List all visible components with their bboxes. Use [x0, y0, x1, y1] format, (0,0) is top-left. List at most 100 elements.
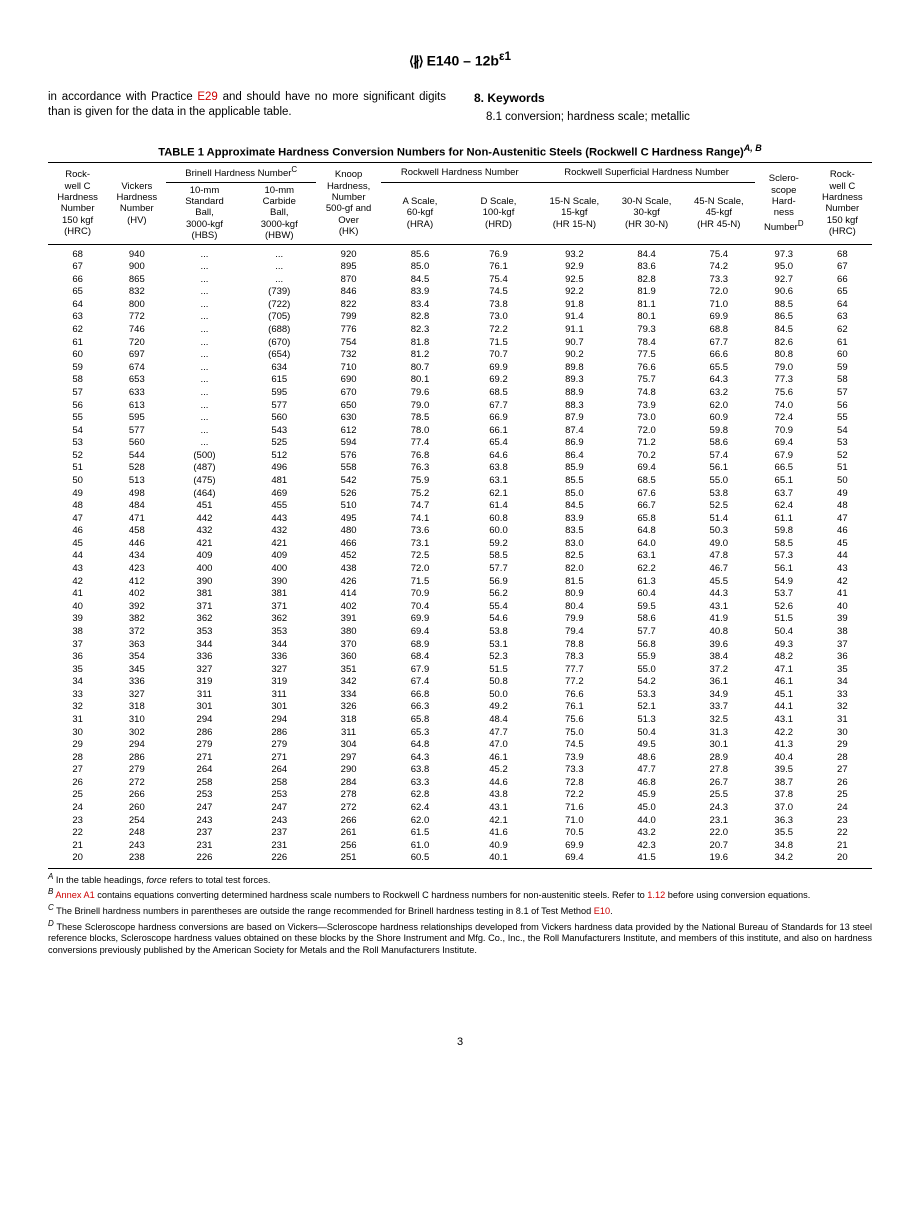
table-cell: 55 [813, 412, 872, 425]
table-cell: 76.6 [610, 361, 682, 374]
table-cell: 697 [107, 349, 166, 362]
table-cell: 81.5 [538, 575, 610, 588]
table-cell: 39 [48, 613, 107, 626]
table-cell: 76.1 [459, 261, 539, 274]
table-cell: 56 [48, 399, 107, 412]
table-row: 2124323123125661.040.969.942.320.734.821 [48, 839, 872, 852]
designation-sup: ε1 [499, 50, 511, 63]
table-cell: 66.6 [683, 349, 755, 362]
col-hrd: D Scale,100-kgf(HRD) [459, 182, 539, 244]
table-cell: 272 [316, 802, 381, 815]
e10-link[interactable]: E10 [594, 906, 610, 916]
table-cell: 52.6 [755, 600, 813, 613]
table-cell: 226 [166, 852, 242, 869]
table-cell: 525 [243, 437, 316, 450]
table-cell: 78.0 [381, 424, 459, 437]
table-cell: 73.3 [538, 764, 610, 777]
table-cell: 68.9 [381, 638, 459, 651]
table-cell: 30 [48, 726, 107, 739]
table-cell: 88.5 [755, 298, 813, 311]
table-cell: 362 [243, 613, 316, 626]
table-cell: 82.8 [610, 273, 682, 286]
table-cell: 82.0 [538, 563, 610, 576]
table-cell: 266 [316, 814, 381, 827]
table-cell: 87.4 [538, 424, 610, 437]
table-cell: 60.0 [459, 525, 539, 538]
table-cell: 372 [107, 625, 166, 638]
table-cell: 360 [316, 651, 381, 664]
table-cell: 243 [166, 814, 242, 827]
table-cell: 484 [107, 500, 166, 513]
table-cell: 458 [107, 525, 166, 538]
table-cell: 62.0 [381, 814, 459, 827]
table-cell: 69.9 [538, 839, 610, 852]
table-cell: 446 [107, 537, 166, 550]
table-cell: 69.9 [381, 613, 459, 626]
table-cell: 73.3 [683, 273, 755, 286]
table-cell: 23.1 [683, 814, 755, 827]
table-cell: 47 [48, 512, 107, 525]
table-cell: 23 [813, 814, 872, 827]
table-cell: ... [166, 324, 242, 337]
table-cell: 48.6 [610, 751, 682, 764]
table-cell: 438 [316, 563, 381, 576]
table-cell: 51.5 [755, 613, 813, 626]
table-cell: 20.7 [683, 839, 755, 852]
table-cell: 57 [813, 386, 872, 399]
table-cell: 58 [48, 374, 107, 387]
table-cell: 51 [813, 462, 872, 475]
table-cell: 64.0 [610, 537, 682, 550]
table-cell: 91.4 [538, 311, 610, 324]
table-cell: 746 [107, 324, 166, 337]
table-cell: 64 [813, 298, 872, 311]
table-cell: 284 [316, 776, 381, 789]
table-cell: 226 [243, 852, 316, 869]
table-cell: 85.0 [381, 261, 459, 274]
table-cell: 54 [48, 424, 107, 437]
col-hrc2: Rock-well CHardnessNumber150 kgf(HRC) [813, 163, 872, 245]
table-row: 56613...57765079.067.788.373.962.074.056 [48, 399, 872, 412]
table-cell: 56.1 [683, 462, 755, 475]
table-cell: 336 [166, 651, 242, 664]
table-cell: 74.7 [381, 500, 459, 513]
table-cell: 248 [107, 827, 166, 840]
table-cell: 327 [107, 688, 166, 701]
table-cell: 412 [107, 575, 166, 588]
table-cell: 73.8 [459, 298, 539, 311]
table-cell: 46.1 [755, 676, 813, 689]
table-cell: 41.3 [755, 739, 813, 752]
table-cell: 940 [107, 244, 166, 261]
table-cell: 74.8 [610, 386, 682, 399]
table-cell: 58.5 [755, 537, 813, 550]
table-cell: 76.3 [381, 462, 459, 475]
table-cell: ... [243, 244, 316, 261]
table-row: 49498(464)46952675.262.185.067.653.863.7… [48, 487, 872, 500]
table-cell: 595 [107, 412, 166, 425]
table-row: 2224823723726161.541.670.543.222.035.522 [48, 827, 872, 840]
table-cell: 35 [813, 663, 872, 676]
table-cell: 67.4 [381, 676, 459, 689]
footnote-a: A In the table headings, force refers to… [48, 872, 872, 887]
table-cell: 54 [813, 424, 872, 437]
table-cell: 41 [813, 588, 872, 601]
table-cell: 77.5 [610, 349, 682, 362]
table-cell: 421 [166, 537, 242, 550]
table-row: 4039237137140270.455.480.459.543.152.640 [48, 600, 872, 613]
table-cell: 846 [316, 286, 381, 299]
table-cell: 409 [243, 550, 316, 563]
table-cell: 513 [107, 475, 166, 488]
table-cell: 59 [813, 361, 872, 374]
table-cell: 47.1 [755, 663, 813, 676]
table-cell: 45.9 [610, 789, 682, 802]
practice-link[interactable]: E29 [197, 91, 217, 103]
table-cell: 49 [48, 487, 107, 500]
annex-link[interactable]: Annex A1 [55, 891, 94, 901]
intro-right: 8. Keywords 8.1 conversion; hardness sca… [474, 90, 872, 126]
table-cell: 49.3 [755, 638, 813, 651]
table-cell: 50.4 [610, 726, 682, 739]
table-cell: 77.7 [538, 663, 610, 676]
ref-link[interactable]: 1.12 [647, 891, 665, 901]
table-row: 50513(475)48154275.963.185.568.555.065.1… [48, 475, 872, 488]
table-cell: 43.8 [459, 789, 539, 802]
table-cell: 90.2 [538, 349, 610, 362]
